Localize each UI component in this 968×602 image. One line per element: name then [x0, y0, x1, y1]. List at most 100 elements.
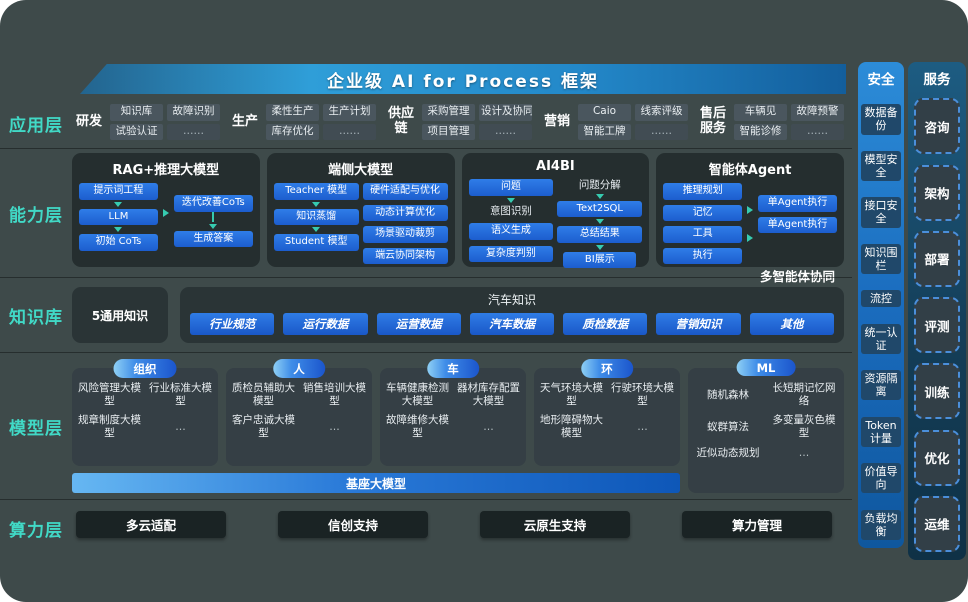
security-item: Token计量: [861, 416, 901, 447]
model-pill: 环: [581, 359, 633, 378]
edge-item: 场景驱动裁剪: [362, 226, 448, 243]
app-item: 柔性生产: [266, 103, 319, 121]
flow-line: [212, 211, 215, 222]
model-item-more: …: [637, 420, 648, 433]
knowledge-chip: 行业规范: [190, 313, 275, 335]
security-item: 价值导向: [861, 463, 901, 494]
edge-item: 端云协同架构: [362, 247, 448, 264]
multi-agent-label: 多智能体协同: [759, 269, 835, 284]
rag-step: 迭代改善CoTs: [173, 195, 253, 212]
edge-step: 知识蒸馏: [273, 208, 359, 225]
banner-title: 企业级 AI for Process 框架: [327, 71, 599, 92]
app-item-more: ……: [323, 123, 376, 141]
application-layer-label: 应用层: [9, 115, 63, 136]
compute-layer-label: 算力层: [9, 520, 63, 541]
ai4bi-step: 总结结果: [557, 226, 643, 243]
model-group-organization: 组织 风险管理大模型 行业标准大模型 规章制度大模型 …: [72, 359, 218, 466]
model-item: 行业标准大模型: [149, 382, 212, 408]
auto-knowledge-panel: 汽车知识 行业规范 运行数据 运营数据 汽车数据 质检数据 营销知识 其他: [180, 287, 844, 343]
security-item: 统一认证: [861, 323, 901, 354]
ai4bi-step: 问题分解: [578, 179, 621, 191]
compute-item: 多云适配: [76, 510, 226, 538]
ai4bi-step: Text2SQL: [557, 200, 643, 218]
model-item-more: …: [483, 420, 494, 433]
security-item: 接口安全: [861, 197, 901, 228]
compute-layer: 算力层 多云适配 信创支持 云原生支持 算力管理: [0, 499, 852, 556]
app-item: 生产计划: [323, 103, 376, 121]
model-pill: ML: [736, 359, 796, 376]
ai4bi-step: 复杂度判别: [468, 245, 554, 263]
app-group-name: 营销: [543, 113, 570, 129]
edge-model-panel: 端侧大模型 Teacher 模型 知识蒸馏 Student 模型 硬件适配与优化: [266, 153, 455, 267]
service-title: 服务: [923, 72, 951, 88]
app-item: 故障识别: [167, 103, 220, 121]
app-item: 设计及协同: [479, 103, 532, 121]
model-pill: 组织: [113, 359, 177, 378]
arrow-right-icon: [747, 233, 754, 242]
arrow-down-icon: [595, 193, 604, 199]
app-item: 车辆见: [734, 103, 787, 121]
edge-item: 硬件适配与优化: [362, 183, 448, 200]
service-column: 服务 咨询 架构 部署 评测 训练 优化 运维: [908, 62, 966, 560]
capability-layer: 能力层 RAG+推理大模型 提示词工程 LLM 初始 CoTs: [0, 148, 852, 284]
capability-layer-label: 能力层: [9, 205, 63, 226]
model-item: 天气环境大模型: [540, 382, 603, 408]
service-item: 训练: [914, 363, 960, 420]
arrow-down-icon: [595, 219, 604, 225]
model-pill: 人: [273, 359, 325, 378]
security-item: 模型安全: [861, 150, 901, 182]
arrow-down-icon: [506, 197, 515, 203]
edge-step: Student 模型: [273, 234, 359, 251]
app-group-marketing: 营销 Caio 智能工牌 线索评级 ……: [540, 103, 688, 141]
app-item: 采购管理: [422, 103, 475, 121]
compute-item: 信创支持: [278, 510, 428, 538]
knowledge-chip: 其他: [749, 313, 834, 335]
main-area: 企业级 AI for Process 框架 应用层 研发 知识库 试验认证 故障…: [0, 64, 852, 556]
model-item: 质检员辅助大模型: [232, 382, 295, 408]
arrow-down-icon: [114, 227, 123, 232]
security-item: 资源隔离: [861, 370, 901, 401]
app-item: 试验认证: [110, 123, 163, 141]
arrow-right-icon: [162, 209, 169, 217]
service-item: 评测: [914, 297, 960, 354]
service-item: 架构: [914, 164, 960, 221]
ai4bi-step: 问题: [468, 179, 554, 196]
security-item: 知识围栏: [861, 243, 901, 275]
banner: 企业级 AI for Process 框架: [80, 64, 846, 94]
app-item-more: ……: [479, 123, 532, 141]
model-item: 行驶环境大模型: [611, 382, 674, 408]
arrow-down-icon: [595, 244, 604, 250]
model-item: 随机森林: [707, 388, 749, 401]
arrow-down-icon: [312, 227, 321, 232]
capability-panels: RAG+推理大模型 提示词工程 LLM 初始 CoTs 迭代改善CoTs: [72, 149, 852, 284]
edge-item: 动态计算优化: [362, 204, 448, 221]
compute-item: 云原生支持: [480, 510, 630, 538]
application-groups: 研发 知识库 试验认证 故障识别 …… 生产 柔性生产 库存优化: [72, 98, 852, 148]
model-item: 蚁群算法: [707, 420, 749, 433]
model-item: 规章制度大模型: [78, 414, 141, 440]
knowledge-chip: 质检数据: [563, 313, 648, 335]
model-item: 车辆健康检测大模型: [386, 382, 449, 408]
rag-step: 提示词工程: [79, 183, 158, 200]
model-pill: 车: [427, 359, 479, 378]
agent-item: 工具: [663, 226, 743, 243]
ai4bi-step: 意图识别: [489, 204, 532, 217]
service-item: 部署: [914, 230, 960, 287]
knowledge-layer-label: 知识库: [9, 307, 63, 328]
service-item: 运维: [914, 495, 960, 552]
model-item-more: …: [798, 446, 810, 459]
app-group-name: 供应链: [387, 106, 414, 136]
app-item-more: ……: [167, 123, 220, 141]
ai4bi-step: 语义生成: [468, 223, 554, 240]
base-model-bar: 基座大模型: [72, 473, 680, 493]
app-group-production: 生产 柔性生产 库存优化 生产计划 ……: [228, 103, 376, 141]
ai4bi-step: BI展示: [563, 251, 637, 269]
app-item-more: ……: [791, 123, 844, 141]
app-item: 智能工牌: [578, 123, 631, 141]
edge-step: Teacher 模型: [273, 183, 359, 200]
agent-item: 记忆: [663, 204, 743, 221]
rag-panel-title: RAG+推理大模型: [112, 163, 220, 178]
agent-panel: 智能体Agent 推理规划 记忆 工具 执行: [656, 153, 844, 284]
app-item: 知识库: [110, 103, 163, 121]
model-group-environment: 环 天气环境大模型 行驶环境大模型 地形障碍物大模型 …: [534, 359, 680, 466]
